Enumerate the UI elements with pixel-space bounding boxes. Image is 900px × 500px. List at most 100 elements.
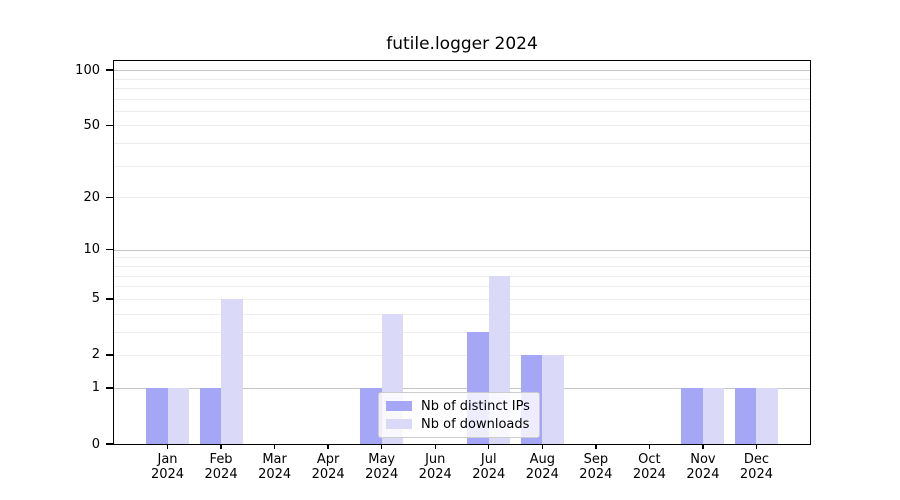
y-tick-10 — [106, 249, 113, 251]
gridline-y-9 — [114, 257, 810, 259]
legend-item-distinct-ips: Nb of distinct IPs — [386, 399, 530, 414]
x-tick-month: Sep — [583, 452, 609, 467]
x-tick-sep — [595, 444, 597, 449]
x-tick-label-jul: Jul 2024 — [449, 452, 529, 482]
x-tick-month: Mar — [262, 452, 287, 467]
x-tick-year: 2024 — [150, 467, 185, 482]
y-tick-1 — [106, 387, 113, 389]
bar-aug-downloads — [542, 355, 564, 444]
legend-label-downloads: Nb of downloads — [421, 416, 530, 432]
y-tick-2 — [106, 354, 113, 356]
bar-dec-distinct-ips — [734, 387, 757, 444]
y-tick-5 — [106, 298, 113, 300]
bar-dec-downloads — [756, 387, 778, 444]
legend-swatch-distinct-ips — [386, 401, 412, 411]
legend: Nb of distinct IPs Nb of downloads — [378, 392, 540, 438]
bar-nov-downloads — [702, 387, 725, 444]
x-tick-label-oct: Oct 2024 — [609, 452, 689, 482]
x-tick-year: 2024 — [686, 467, 720, 482]
x-tick-label-sep: Sep 2024 — [556, 452, 636, 482]
x-tick-month: Jun — [425, 452, 446, 467]
x-tick-year: 2024 — [418, 467, 452, 482]
x-tick-jul — [488, 444, 490, 449]
gridline-y-50 — [114, 125, 810, 127]
bar-feb-distinct-ips — [199, 387, 222, 444]
plot-area: Nb of distinct IPs Nb of downloads — [113, 60, 811, 445]
x-tick-year: 2024 — [525, 467, 559, 482]
x-tick-nov — [702, 444, 704, 449]
y-tick-label-0: 0 — [91, 436, 100, 452]
bar-jan-distinct-ips — [146, 387, 168, 444]
x-tick-month: Feb — [209, 452, 233, 467]
legend-swatch-downloads — [386, 419, 412, 429]
y-tick-label-100: 100 — [75, 62, 100, 78]
x-tick-feb — [220, 444, 222, 449]
x-tick-month: Oct — [638, 452, 661, 467]
gridline-y-10 — [114, 249, 810, 251]
y-tick-label-1: 1 — [91, 380, 100, 396]
gridline-y-30 — [114, 165, 810, 167]
gridline-y-7 — [114, 275, 810, 277]
legend-item-downloads: Nb of downloads — [386, 416, 530, 432]
x-tick-dec — [755, 444, 758, 449]
y-tick-20 — [106, 196, 113, 199]
x-tick-label-jun: Jun 2024 — [395, 452, 475, 482]
x-tick-label-aug: Aug 2024 — [502, 452, 582, 482]
bar-feb-downloads — [221, 298, 243, 444]
y-tick-label-5: 5 — [91, 291, 100, 307]
x-tick-year: 2024 — [739, 467, 773, 482]
x-tick-month: Aug — [529, 452, 555, 467]
x-tick-year: 2024 — [204, 467, 238, 482]
x-tick-month: May — [368, 452, 396, 467]
x-tick-aug — [541, 444, 543, 449]
y-tick-50 — [106, 124, 113, 127]
x-tick-label-feb: Feb 2024 — [181, 452, 261, 482]
x-tick-month: Jul — [480, 452, 497, 467]
gridline-y-5 — [114, 298, 810, 300]
gridline-y-8 — [114, 265, 810, 267]
gridline-y-100 — [114, 70, 810, 72]
y-tick-label-10: 10 — [83, 242, 100, 258]
x-tick-oct — [648, 444, 651, 449]
x-tick-label-jan: Jan 2024 — [128, 452, 208, 482]
x-tick-year: 2024 — [258, 467, 292, 482]
x-tick-year: 2024 — [311, 467, 345, 482]
gridline-y-3 — [114, 331, 810, 333]
y-tick-label-2: 2 — [91, 347, 100, 363]
chart-title: futile.logger 2024 — [386, 34, 538, 54]
gridline-y-20 — [114, 197, 810, 199]
x-tick-label-may: May 2024 — [342, 452, 422, 482]
gridline-y-6 — [114, 286, 810, 288]
gridline-y-2 — [114, 354, 810, 356]
x-tick-month: Apr — [316, 452, 340, 467]
y-tick-label-20: 20 — [83, 189, 100, 205]
bar-nov-distinct-ips — [681, 387, 703, 444]
gridline-y-80 — [114, 87, 810, 89]
x-tick-year: 2024 — [365, 467, 399, 482]
gridline-y-90 — [114, 78, 810, 80]
x-tick-may — [380, 444, 383, 449]
y-tick-100 — [106, 69, 113, 71]
gridline-y-70 — [114, 98, 810, 100]
x-tick-label-dec: Dec 2024 — [716, 452, 796, 482]
x-tick-label-mar: Mar 2024 — [235, 452, 315, 482]
x-tick-year: 2024 — [579, 467, 613, 482]
x-tick-label-nov: Nov 2024 — [663, 452, 743, 482]
x-tick-year: 2024 — [472, 467, 506, 482]
y-tick-label-50: 50 — [83, 117, 100, 133]
gridline-y-60 — [114, 110, 810, 112]
x-tick-year: 2024 — [632, 467, 666, 482]
x-tick-jun — [434, 444, 436, 449]
gridline-y-1 — [114, 387, 810, 389]
x-tick-month: Dec — [743, 452, 770, 467]
x-tick-month: Nov — [690, 452, 716, 467]
x-tick-month: Jan — [157, 452, 178, 467]
gridline-y-4 — [114, 313, 810, 315]
y-tick-0 — [106, 443, 113, 445]
bar-jan-downloads — [167, 387, 190, 444]
x-tick-jan — [166, 444, 169, 449]
gridline-y-40 — [114, 143, 810, 145]
x-tick-label-apr: Apr 2024 — [288, 452, 368, 482]
x-tick-mar — [273, 444, 276, 449]
